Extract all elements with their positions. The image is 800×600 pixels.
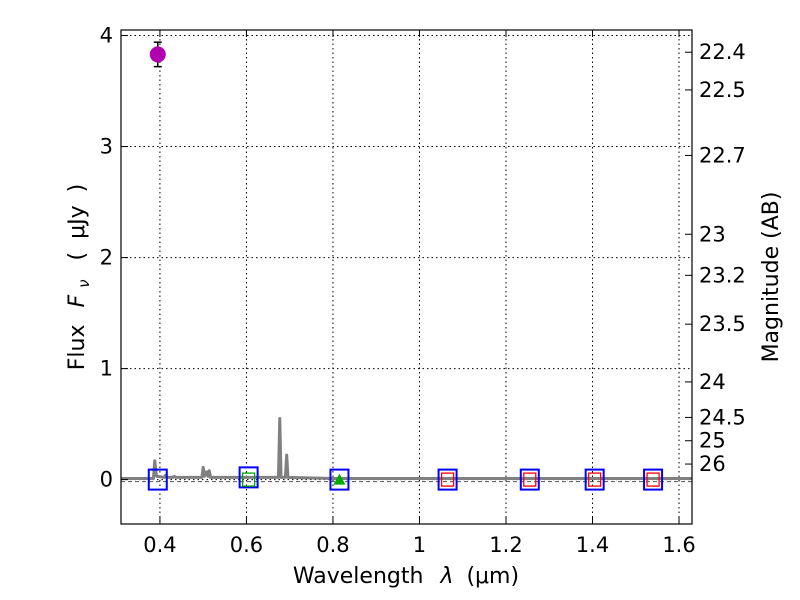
detected-flux-point <box>149 46 166 63</box>
x-tick-label: 0.8 <box>316 533 349 557</box>
band-marker <box>241 472 256 487</box>
plot-area-frame <box>120 29 693 525</box>
y-tick-label: 3 <box>100 135 113 159</box>
x-axis-title-unit: (μm) <box>466 564 519 589</box>
y-axis-title: Flux F ν ( μJy ) <box>65 184 95 370</box>
spectrum-line <box>121 417 692 480</box>
x-axis-title-word: Wavelength <box>293 564 424 589</box>
plot-data <box>121 41 692 491</box>
model-flux-marker <box>238 466 259 489</box>
band-marker <box>440 472 455 487</box>
x-tick-label: 0.6 <box>230 533 263 557</box>
y2-tick-label: 22.5 <box>699 78 746 102</box>
y-axis-title-symbol: F <box>65 295 90 308</box>
y2-tick-label: 24.5 <box>699 405 746 429</box>
y-axis-title-unit: μJy <box>65 205 90 239</box>
model-flux-marker <box>643 468 664 491</box>
y2-tick-label: 26 <box>699 452 726 476</box>
axis-ticks: 0.4 0.6 0.8 1 1.2 1.4 1.60123422.422.522.72323… <box>100 24 746 557</box>
y-tick-label: 2 <box>100 246 113 270</box>
y-tick-label: 0 <box>100 468 113 492</box>
x-tick-label: 1 <box>413 533 426 557</box>
x-tick-label: 0.4 <box>143 533 176 557</box>
y2-tick-label: 22.4 <box>699 40 746 64</box>
model-flux-marker <box>147 468 168 491</box>
x-tick-label: 1.2 <box>489 533 522 557</box>
model-flux-marker <box>329 468 350 491</box>
y2-tick-label: 23 <box>699 222 726 246</box>
y2-tick-label: 23.2 <box>699 263 746 287</box>
x-tick-label: 1.6 <box>662 533 695 557</box>
green-triangle-marker <box>333 473 346 485</box>
x-axis-title: Wavelength λ (μm) <box>293 564 519 589</box>
y-axis-title-close-paren: ) <box>65 184 90 193</box>
y-axis-title-subscript: ν <box>75 279 93 287</box>
grid <box>121 30 692 524</box>
y-tick-label: 1 <box>100 357 113 381</box>
y2-tick-label: 22.7 <box>699 143 746 167</box>
x-axis-title-symbol: λ <box>439 564 453 589</box>
y-axis-title-word: Flux <box>65 325 90 371</box>
y2-tick-label: 25 <box>699 429 726 453</box>
y2-tick-label: 24 <box>699 370 726 394</box>
band-marker <box>523 472 537 487</box>
x-tick-label: 1.4 <box>576 533 609 557</box>
model-flux-marker <box>437 468 458 491</box>
model-flux-marker <box>519 468 540 491</box>
y-axis-title-open-paren: ( <box>65 252 90 261</box>
band-marker <box>646 472 660 487</box>
y2-tick-label: 23.5 <box>699 312 746 336</box>
y2-axis-title: Magnitude (AB) <box>759 192 784 363</box>
band-marker <box>588 472 602 487</box>
model-flux-marker <box>584 468 605 491</box>
y-tick-label: 4 <box>100 24 113 48</box>
